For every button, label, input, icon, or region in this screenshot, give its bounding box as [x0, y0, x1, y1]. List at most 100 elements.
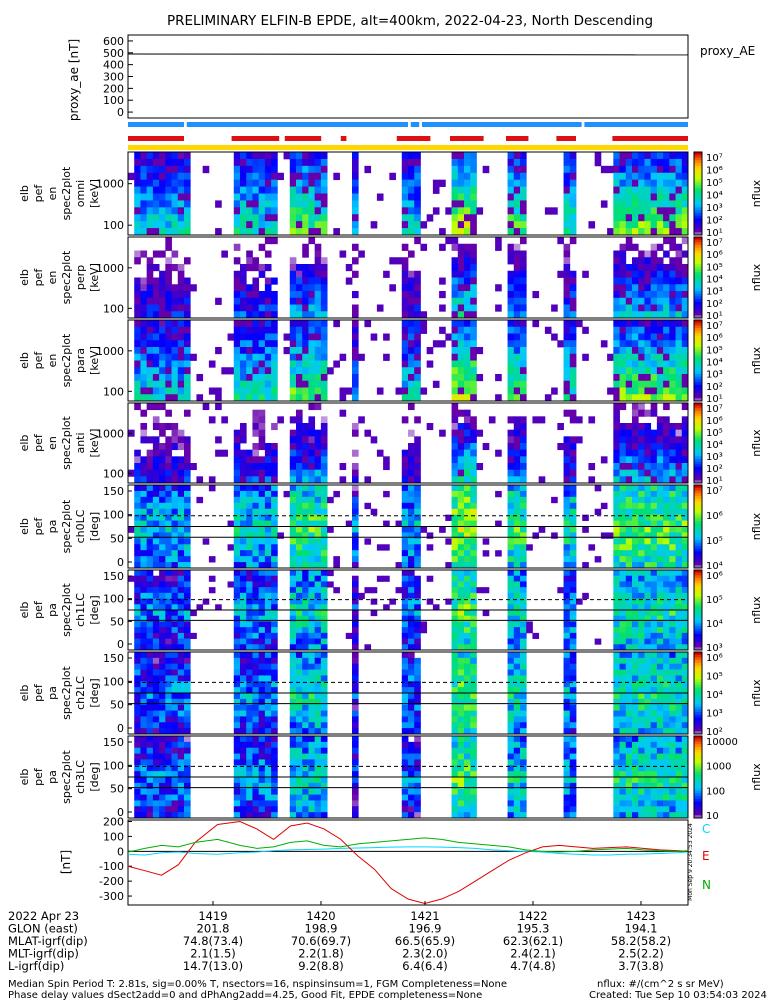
spectrogram-cell — [464, 771, 471, 778]
spectrogram-cell — [464, 520, 471, 527]
spectrogram-cell — [451, 429, 459, 437]
spectrogram-cell — [271, 652, 278, 659]
spectrogram-cell — [470, 538, 477, 545]
colorbar-segment — [694, 578, 702, 582]
spectrogram-cell — [613, 264, 620, 272]
spectrogram-cell — [165, 728, 172, 735]
proxy-ae-line — [127, 53, 689, 56]
spectrogram-cell — [482, 587, 490, 594]
spectrogram-cell — [663, 403, 670, 411]
spectrogram-cell — [140, 526, 148, 533]
spectrogram-cell — [507, 710, 515, 717]
spectrogram-cell — [464, 353, 471, 361]
spectrogram-cell — [563, 380, 571, 388]
spectrogram-cell — [152, 207, 160, 215]
spectrogram-cell — [246, 777, 253, 784]
spectrogram-cell — [408, 698, 415, 706]
colorbar-segment — [694, 365, 702, 370]
spectrogram-cell — [401, 722, 409, 729]
spectrogram-cell — [507, 250, 515, 258]
spectrogram-cell — [507, 449, 515, 457]
spectrogram-cell — [414, 297, 421, 305]
spectrogram-cell — [134, 632, 141, 639]
spectrogram-cell — [264, 544, 272, 551]
spectrogram-cell — [656, 657, 664, 665]
spectrogram-cell — [663, 284, 670, 292]
spectrogram-cell — [669, 284, 676, 292]
spectrogram-cell — [638, 463, 645, 471]
spectrogram-cell — [619, 627, 627, 634]
spectrogram-cell — [296, 449, 303, 457]
spectrogram-cell — [569, 387, 577, 395]
spectrogram-cell — [625, 277, 633, 285]
spectrogram-cell — [681, 526, 689, 533]
spectrogram-cell — [520, 333, 527, 341]
spectrogram-cell — [171, 669, 179, 676]
spectrogram-cell — [233, 221, 241, 229]
spectrogram-cell — [296, 221, 303, 229]
spectrogram-cell — [289, 496, 297, 504]
spectrogram-cell — [320, 476, 328, 484]
spectrogram-cell — [569, 237, 577, 245]
spectrogram-cell — [184, 716, 191, 723]
spectrogram-cell — [252, 297, 260, 305]
spectrogram-cell — [650, 449, 658, 457]
spectrogram-cell — [569, 581, 577, 588]
spectrogram-cell — [140, 710, 148, 717]
spectrogram-cell — [513, 544, 521, 551]
spectrogram-cell — [613, 360, 620, 368]
spectrogram-cell — [146, 186, 154, 194]
spectrogram-cell — [470, 657, 477, 665]
spectrogram-cell — [625, 663, 633, 670]
spectrogram-cell — [165, 610, 172, 617]
spectrogram-cell — [439, 291, 446, 299]
spectrogram-cell — [289, 587, 297, 594]
ytick-label: 100 — [103, 675, 124, 688]
spectrogram-cell — [650, 374, 658, 382]
spectrogram-cell — [159, 788, 166, 795]
spectrogram-cell — [457, 598, 465, 605]
spectrogram-cell — [588, 476, 596, 484]
spectrogram-cell — [171, 347, 179, 355]
spectrogram-cell — [669, 340, 676, 348]
spectrogram-cell — [439, 340, 446, 348]
spectrogram-cell — [165, 360, 172, 368]
spectrogram-cell — [171, 741, 179, 749]
spectrogram-cell — [520, 416, 527, 424]
colorbar-segment — [694, 698, 702, 702]
spectrogram-cell — [177, 632, 185, 639]
spectrogram-cell — [177, 186, 185, 194]
spectrogram-cell — [252, 794, 260, 801]
spectrogram-cell — [140, 326, 148, 334]
spectrogram-cell — [152, 532, 160, 539]
spectrogram-cell — [650, 476, 658, 484]
spectrogram-cell — [650, 429, 658, 437]
proxy-ae-tick-label: 400 — [103, 59, 124, 72]
spectrogram-cell — [644, 270, 652, 278]
spectrogram-cell — [625, 436, 633, 444]
spectrogram-cell — [632, 297, 639, 305]
spectrogram-cell — [146, 675, 154, 682]
spectrogram-cell — [569, 165, 577, 174]
spectrogram-cell — [650, 456, 658, 464]
spectrogram-cell — [563, 663, 571, 670]
spectrogram-cell — [159, 172, 166, 181]
spectrogram-cell — [252, 550, 260, 557]
spectrogram-cell — [289, 538, 297, 545]
colorbar-segment — [694, 387, 702, 391]
spectrogram-cell — [401, 587, 409, 594]
spectrogram-cell — [146, 514, 154, 521]
spectrogram-cell — [638, 644, 645, 651]
spectrogram-cell — [296, 193, 303, 201]
spectrogram-cell — [314, 575, 322, 582]
spectrogram-cell — [258, 380, 266, 388]
spectrogram-cell — [669, 264, 676, 272]
spectrogram-cell — [177, 765, 185, 772]
spectrogram-cell — [632, 570, 639, 577]
spectrogram-cell — [613, 615, 620, 622]
spectrogram-cell — [644, 353, 652, 361]
spectrogram-cell — [264, 152, 272, 160]
spectrogram-cell — [650, 638, 658, 645]
spectrogram-cell — [233, 794, 241, 801]
